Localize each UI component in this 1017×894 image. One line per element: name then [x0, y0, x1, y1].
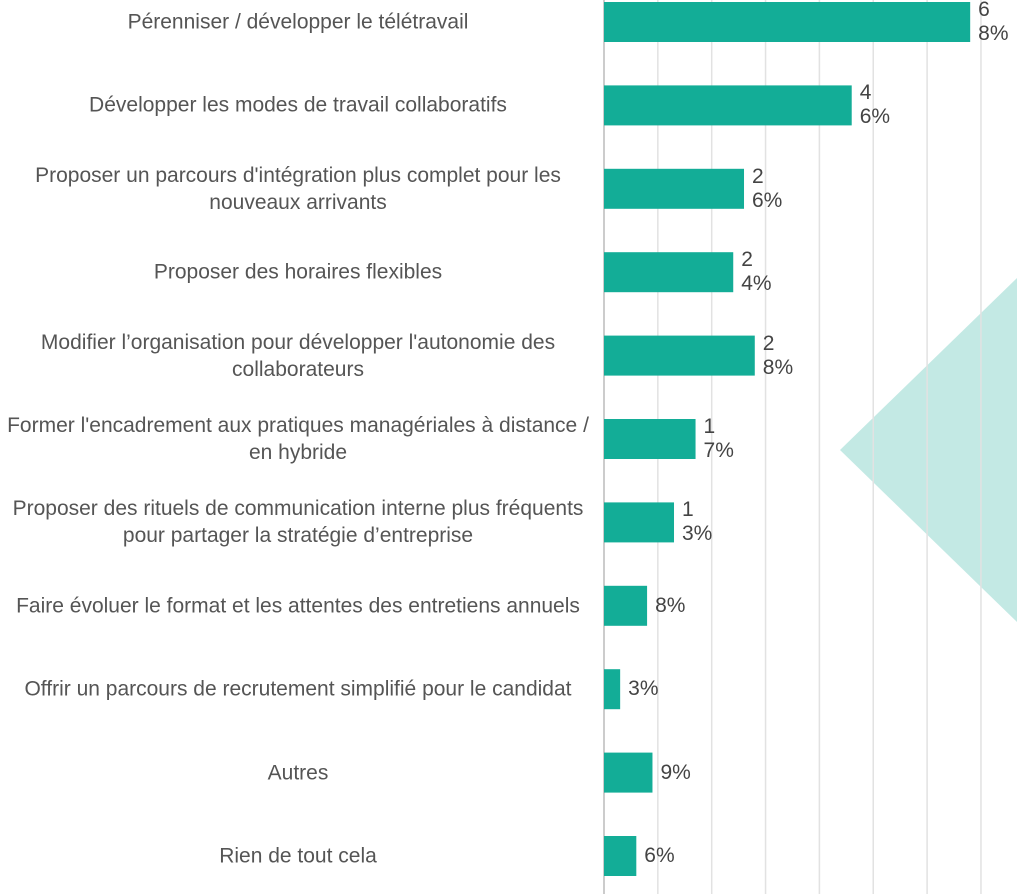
category-label: Proposer un parcours d'intégration plus …	[35, 163, 561, 214]
category-label: Pérenniser / développer le télétravail	[127, 10, 469, 34]
category-label: Proposer des horaires flexibles	[153, 260, 443, 284]
bar	[604, 419, 696, 459]
bar	[604, 168, 745, 209]
value-label: 3%	[628, 677, 659, 701]
bar	[604, 2, 971, 42]
bar	[604, 85, 852, 126]
category-label: Modifier l’organisation pour développer …	[40, 330, 556, 381]
value-label: 9%	[660, 760, 691, 784]
value-label: 17%	[703, 415, 734, 462]
value-label: 24%	[741, 248, 772, 296]
category-label: Proposer des rituels de communication in…	[12, 497, 584, 548]
value-label: 13%	[682, 498, 713, 546]
bar	[604, 752, 653, 793]
category-label: Développer les modes de travail collabor…	[89, 93, 507, 117]
value-label: 6%	[644, 844, 675, 867]
bar	[604, 836, 637, 876]
background-shape	[840, 278, 1017, 622]
value-label: 68%	[978, 0, 1009, 45]
bar	[604, 335, 755, 376]
bar	[604, 502, 675, 543]
category-label: Former l'encadrement aux pratiques manag…	[7, 414, 589, 464]
category-label: Offrir un parcours de recrutement simpli…	[24, 677, 572, 701]
value-label: 46%	[859, 81, 891, 129]
category-label: Rien de tout cela	[219, 844, 377, 868]
value-label: 8%	[655, 593, 686, 617]
bar	[604, 669, 621, 710]
category-label: Faire évoluer le format et les attentes …	[16, 594, 580, 618]
bar	[604, 585, 648, 626]
bar	[604, 252, 734, 293]
value-label: 26%	[752, 164, 783, 212]
value-label: 28%	[762, 331, 794, 379]
category-label: Autres	[267, 761, 329, 785]
